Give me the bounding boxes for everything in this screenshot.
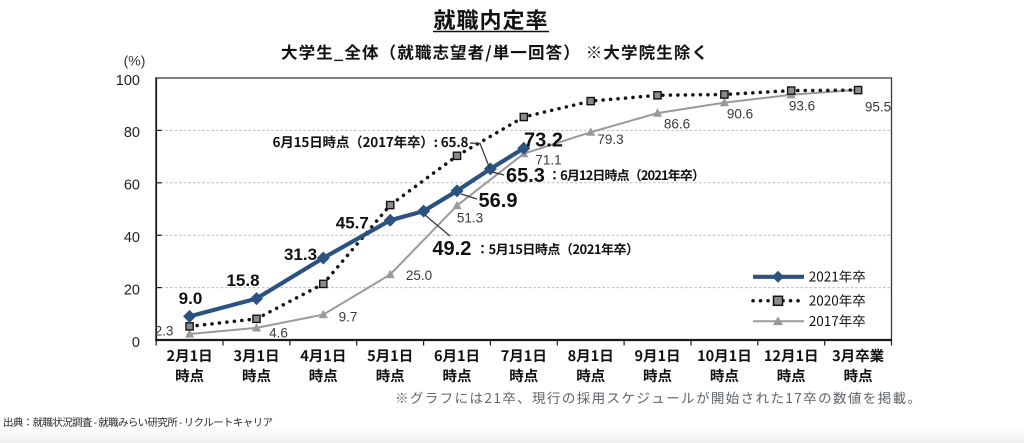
svg-text:6月1日: 6月1日 — [434, 345, 480, 366]
svg-text:90.6: 90.6 — [727, 107, 753, 122]
svg-text:65.3: 65.3 — [506, 165, 545, 187]
svg-text:51.3: 51.3 — [457, 211, 483, 226]
svg-text:時点: 時点 — [175, 365, 204, 386]
svg-text:25.0: 25.0 — [406, 268, 432, 283]
svg-text:9月1日: 9月1日 — [634, 345, 680, 366]
svg-text:：6月12日時点（2021年卒）: ：6月12日時点（2021年卒） — [548, 165, 705, 184]
svg-text:時点: 時点 — [309, 365, 338, 386]
svg-text:45.7: 45.7 — [336, 214, 369, 233]
svg-text:31.3: 31.3 — [284, 245, 317, 264]
svg-text:4.6: 4.6 — [269, 326, 288, 341]
svg-text:：5月15日時点（2021年卒）: ：5月15日時点（2021年卒） — [476, 239, 639, 258]
svg-text:時点: 時点 — [710, 365, 739, 386]
svg-text:2月1日: 2月1日 — [167, 345, 213, 366]
svg-text:7月1日: 7月1日 — [501, 345, 547, 366]
svg-text:4月1日: 4月1日 — [300, 345, 346, 366]
svg-text:2021年卒: 2021年卒 — [809, 266, 866, 286]
svg-text:9.0: 9.0 — [179, 289, 203, 308]
svg-text:時点: 時点 — [643, 365, 672, 386]
svg-text:大学生_全体（就職志望者/単一回答） ※大学院生除く: 大学生_全体（就職志望者/単一回答） ※大学院生除く — [281, 40, 708, 64]
svg-text:60: 60 — [124, 178, 140, 194]
svg-text:時点: 時点 — [844, 365, 873, 386]
svg-text:49.2: 49.2 — [432, 238, 471, 260]
svg-text:※グラフには21卒、現行の採用スケジュールが開始された17卒: ※グラフには21卒、現行の採用スケジュールが開始された17卒の数値を掲載。 — [395, 387, 921, 407]
svg-text:就職内定率: 就職内定率 — [433, 3, 548, 35]
svg-text:93.6: 93.6 — [789, 99, 815, 114]
svg-text:時点: 時点 — [376, 365, 405, 386]
svg-text:10月1日: 10月1日 — [697, 345, 752, 366]
svg-text:時点: 時点 — [443, 365, 472, 386]
svg-text:5月1日: 5月1日 — [367, 345, 413, 366]
svg-text:15.8: 15.8 — [226, 271, 259, 290]
svg-text:(%): (%) — [124, 53, 146, 69]
svg-text:86.6: 86.6 — [664, 117, 690, 132]
svg-text:6月15日時点（2017年卒）: 65.8: 6月15日時点（2017年卒）: 65.8 — [273, 131, 469, 151]
svg-text:100: 100 — [116, 73, 140, 89]
svg-text:56.9: 56.9 — [479, 190, 518, 212]
svg-text:79.3: 79.3 — [597, 132, 623, 147]
svg-text:出典：就職状況調査 - 就職みらい研究所 - リクルートキャ: 出典：就職状況調査 - 就職みらい研究所 - リクルートキャリア — [3, 415, 273, 430]
svg-text:20: 20 — [124, 282, 140, 298]
svg-text:12月1日: 12月1日 — [764, 345, 819, 366]
svg-text:2020年卒: 2020年卒 — [809, 290, 866, 310]
svg-text:2017年卒: 2017年卒 — [809, 310, 866, 330]
svg-text:73.2: 73.2 — [524, 130, 563, 152]
svg-text:95.5: 95.5 — [865, 100, 891, 115]
svg-text:時点: 時点 — [509, 365, 538, 386]
svg-text:9.7: 9.7 — [339, 310, 358, 325]
svg-text:0: 0 — [132, 335, 140, 351]
svg-text:時点: 時点 — [777, 365, 806, 386]
svg-text:3月1日: 3月1日 — [233, 345, 279, 366]
svg-text:8月1日: 8月1日 — [568, 345, 614, 366]
svg-text:71.1: 71.1 — [535, 153, 561, 168]
svg-text:時点: 時点 — [242, 365, 271, 386]
svg-text:時点: 時点 — [576, 365, 605, 386]
svg-text:80: 80 — [124, 125, 140, 141]
svg-text:40: 40 — [124, 230, 140, 246]
svg-text:2.3: 2.3 — [155, 324, 174, 339]
svg-text:3月卒業: 3月卒業 — [832, 345, 885, 366]
